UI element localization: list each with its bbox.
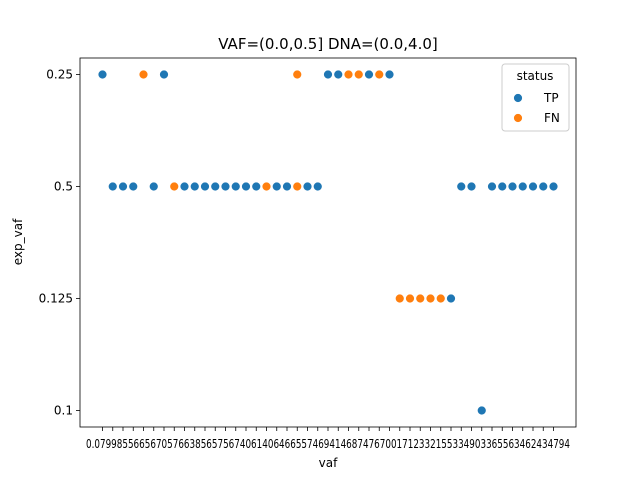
data-point-tp xyxy=(497,181,508,192)
data-point-tp xyxy=(251,181,262,192)
legend: status TP FN xyxy=(501,63,570,132)
data-point-tp xyxy=(179,181,190,192)
data-point-tp xyxy=(210,181,221,192)
data-point-fn xyxy=(374,69,385,80)
data-point-fn xyxy=(415,293,426,304)
legend-marker-fn xyxy=(513,113,523,123)
data-point-tp xyxy=(118,181,128,192)
data-point-fn xyxy=(435,293,446,304)
data-point-tp xyxy=(384,69,395,80)
data-point-tp xyxy=(220,181,231,192)
legend-title: status xyxy=(517,69,554,83)
data-point-tp xyxy=(97,69,108,80)
data-point-tp xyxy=(282,181,292,192)
data-point-tp xyxy=(148,181,159,192)
data-point-tp xyxy=(456,181,467,192)
data-point-fn xyxy=(138,69,149,80)
data-point-tp xyxy=(333,69,344,80)
data-point-tp xyxy=(466,181,477,192)
data-point-tp xyxy=(128,181,139,192)
data-point-tp xyxy=(323,69,333,80)
x-axis-ticks xyxy=(102,427,554,431)
data-point-tp xyxy=(200,181,210,192)
data-point-tp xyxy=(312,181,323,192)
x-axis-label: vaf xyxy=(319,456,338,470)
data-point-tp xyxy=(517,181,528,192)
data-point-fn xyxy=(292,181,303,192)
legend-label-fn: FN xyxy=(544,111,560,125)
y-axis-ticks: 0.25 0.5 0.125 0.1 xyxy=(39,68,80,418)
data-point-tp xyxy=(302,181,313,192)
y-axis-label: exp_vaf xyxy=(11,218,25,265)
data-point-tp xyxy=(476,405,487,416)
y-tick-label: 0.125 xyxy=(39,292,73,306)
chart-title: VAF=(0.0,0.5] DNA=(0.0,4.0] xyxy=(218,35,438,53)
data-point-tp xyxy=(364,69,374,80)
data-point-tp xyxy=(528,181,538,192)
data-point-tp xyxy=(230,181,241,192)
data-point-fn xyxy=(261,181,272,192)
data-point-tp xyxy=(538,181,549,192)
x-tick-labels: 0.07998556656705766385657567406140646655… xyxy=(86,437,570,451)
data-point-fn xyxy=(292,69,303,80)
data-point-tp xyxy=(159,69,169,80)
y-tick-label: 0.1 xyxy=(54,404,73,418)
data-point-tp xyxy=(107,181,118,192)
data-point-tp xyxy=(487,181,497,192)
data-point-fn xyxy=(425,293,436,304)
y-tick-label: 0.5 xyxy=(54,180,73,194)
data-point-tp xyxy=(241,181,251,192)
y-tick-label: 0.25 xyxy=(46,68,73,82)
data-point-fn xyxy=(394,293,405,304)
data-point-tp xyxy=(507,181,518,192)
data-point-fn xyxy=(405,293,415,304)
data-point-fn xyxy=(343,69,354,80)
legend-marker-tp xyxy=(513,93,523,103)
data-point-tp xyxy=(189,181,200,192)
legend-label-tp: TP xyxy=(543,91,559,105)
data-point-fn xyxy=(169,181,180,192)
data-point-fn xyxy=(353,69,364,80)
data-point-tp xyxy=(271,181,282,192)
data-point-tp xyxy=(446,293,456,304)
data-point-tp xyxy=(548,181,559,192)
data-points xyxy=(97,69,559,416)
